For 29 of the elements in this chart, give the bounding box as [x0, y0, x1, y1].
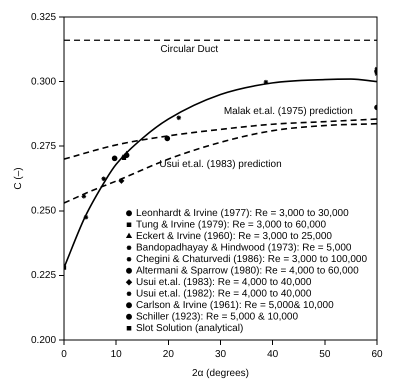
x-tick-label: 40: [267, 348, 279, 360]
series-label: Usui et.al. (1983) prediction: [159, 159, 282, 170]
x-tick-label: 20: [162, 348, 174, 360]
legend-label: Tung & Irvine (1979): Re = 3,000 to 60,000: [136, 220, 326, 230]
legend-label: Bandopadhayay & Hindwood (1973): Re = 5,000: [136, 242, 352, 254]
x-tick-label: 0: [61, 348, 68, 360]
y-tick-label: 0.200: [30, 334, 56, 346]
series-label: Malak et.al. (1975) prediction: [224, 106, 353, 118]
y-tick-label: 0.250: [30, 206, 56, 217]
legend-label: Eckert & Irvine (1960): Re = 3,000 to 25,000: [136, 231, 332, 242]
legend-label: Chegini & Chaturvedi (1986): Re = 3,000 to 100,000: [136, 254, 368, 265]
x-axis-title: 2α (degrees): [192, 368, 249, 379]
y-tick-label: 0.275: [30, 140, 56, 152]
x-tick-label: 10: [110, 348, 122, 360]
x-tick-label: 50: [319, 348, 331, 360]
x-tick-label: 30: [214, 348, 227, 360]
ref-line-label: Circular Duct: [160, 44, 218, 56]
legend-label: Usui et.al. (1983): Re = 4,000 to 40,000: [136, 277, 312, 288]
y-tick-label: 0.225: [30, 270, 56, 282]
legend-label: Carlson & Irvine (1961): Re = 5,000& 10,000: [136, 300, 334, 311]
y-tick-label: 0.325: [30, 12, 56, 23]
legend-label: Leonhardt & Irvine (1977): Re = 3,000 to 30,000: [136, 208, 350, 219]
y-axis-title: C (–): [12, 167, 24, 190]
x-tick-label: 60: [371, 348, 383, 360]
legend-label: Slot Solution (analytical): [136, 323, 244, 334]
legend-label: Altermani & Sparrow (1980): Re = 4,000 to 60,000: [136, 266, 360, 276]
y-tick-label: 0.300: [30, 76, 56, 88]
legend-label: Schiller (1923): Re = 5,000 & 10,000: [136, 312, 298, 322]
legend-label: Usui et.al. (1982): Re = 4,000 to 40,000: [136, 288, 312, 300]
